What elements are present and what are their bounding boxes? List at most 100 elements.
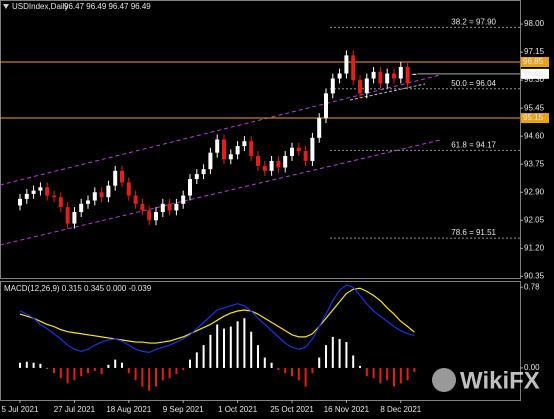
candle-body bbox=[249, 141, 254, 156]
macd-line bbox=[19, 287, 415, 344]
macd-bar bbox=[325, 345, 327, 368]
candle-body bbox=[228, 154, 233, 160]
y-tick-label: 92.90 bbox=[524, 187, 545, 196]
price-box bbox=[521, 113, 549, 124]
macd-bar bbox=[257, 345, 259, 368]
macd-bar bbox=[25, 361, 28, 368]
x-tick-label: 9 Sep 2021 bbox=[163, 405, 204, 414]
macd-bar bbox=[168, 367, 171, 379]
current-price-label: 96.49 bbox=[523, 69, 544, 78]
candle-body bbox=[45, 187, 50, 196]
candle-body bbox=[72, 212, 77, 224]
macd-title: MACD(12,26,9) 0.315 0.345 0.000 -0.039 bbox=[4, 284, 152, 293]
macd-bar bbox=[39, 363, 42, 368]
macd-bar bbox=[148, 367, 151, 391]
candle-body bbox=[262, 165, 267, 171]
candle-body bbox=[133, 195, 138, 204]
y-tick-label: 90.35 bbox=[524, 271, 545, 280]
channel-upper bbox=[0, 74, 441, 186]
macd-bar bbox=[195, 352, 198, 368]
macd-panel-border bbox=[0, 281, 521, 401]
macd-bar bbox=[379, 367, 382, 384]
candle-body bbox=[106, 185, 111, 198]
current-price-box bbox=[521, 68, 549, 79]
macd-bar bbox=[209, 334, 212, 368]
macd-bar bbox=[345, 342, 348, 368]
y-tick-label: 91.20 bbox=[524, 243, 545, 252]
main-panel-border bbox=[0, 0, 521, 279]
candle-body bbox=[290, 147, 294, 156]
macd-bar bbox=[297, 367, 300, 381]
x-tick-label: 27 Jul 2021 bbox=[54, 405, 96, 414]
macd-bar bbox=[277, 367, 280, 370]
candle-body bbox=[208, 152, 213, 170]
candle-body bbox=[18, 198, 22, 206]
candle-body bbox=[160, 203, 165, 213]
candle-body bbox=[201, 169, 206, 175]
macd-bar bbox=[46, 367, 49, 369]
candle-body bbox=[344, 55, 349, 74]
y-tick-label: 96.30 bbox=[524, 75, 545, 84]
macd-bar bbox=[372, 367, 375, 379]
macd-line bbox=[19, 284, 415, 354]
macd-bar bbox=[243, 318, 246, 368]
candle-body bbox=[31, 190, 36, 194]
macd-bar bbox=[66, 367, 69, 384]
candle-body bbox=[58, 197, 63, 208]
candle-body bbox=[351, 55, 356, 81]
macd-bar bbox=[32, 362, 35, 368]
macd-bar bbox=[304, 367, 307, 387]
macd-bar bbox=[352, 355, 355, 368]
candle-body bbox=[392, 73, 396, 79]
candle-body bbox=[92, 192, 97, 201]
price-box-label: 95.15 bbox=[523, 113, 544, 122]
candle-body bbox=[358, 80, 362, 94]
candle-body bbox=[398, 66, 403, 79]
candle-body bbox=[283, 155, 288, 168]
price-box-label: 96.85 bbox=[523, 57, 544, 66]
trendline bbox=[349, 83, 426, 101]
y-tick-label: 94.60 bbox=[524, 131, 545, 140]
candle-body bbox=[364, 78, 369, 94]
watermark: WikiFX bbox=[432, 367, 540, 394]
candle-body bbox=[222, 139, 226, 160]
macd-bar bbox=[189, 359, 191, 368]
candle-body bbox=[256, 155, 260, 166]
chart-title: USDIndex,Daily bbox=[12, 2, 68, 11]
candle-body bbox=[371, 71, 376, 79]
candle-body bbox=[310, 137, 315, 161]
macd-bar bbox=[141, 367, 144, 387]
macd-bar bbox=[359, 365, 361, 368]
macd-bar bbox=[270, 362, 273, 368]
y-tick-label: 95.45 bbox=[524, 103, 545, 112]
macd-bar bbox=[216, 324, 219, 368]
macd-bar bbox=[365, 367, 368, 377]
candle-body bbox=[113, 170, 118, 186]
macd-bar bbox=[202, 345, 205, 368]
macd-bar bbox=[413, 367, 416, 373]
macd-bar bbox=[93, 367, 96, 372]
macd-bar bbox=[80, 367, 83, 377]
macd-bar bbox=[59, 367, 62, 379]
x-tick-label: 25 Oct 2021 bbox=[270, 405, 314, 414]
candle-body bbox=[317, 118, 322, 138]
macd-bar bbox=[318, 357, 321, 368]
macd-bar bbox=[127, 367, 130, 374]
fib-label: 38.2 = 97.90 bbox=[451, 17, 496, 26]
x-tick-label: 8 Dec 2021 bbox=[380, 405, 421, 414]
price-box bbox=[521, 56, 549, 67]
candle-body bbox=[303, 151, 308, 161]
candle-body bbox=[147, 210, 152, 221]
macd-bar bbox=[338, 338, 341, 368]
candle-body bbox=[276, 160, 281, 168]
fib-label: 78.6 = 91.51 bbox=[451, 228, 496, 237]
candle-body bbox=[140, 203, 145, 211]
macd-bar bbox=[155, 367, 157, 387]
y-tick-label: 98.00 bbox=[524, 19, 545, 28]
fib-label: 61.8 = 94.17 bbox=[451, 140, 496, 149]
candle-body bbox=[24, 193, 29, 199]
watermark-icon bbox=[432, 368, 456, 392]
candle-body bbox=[52, 195, 56, 198]
y-tick-label: 97.15 bbox=[524, 47, 545, 56]
